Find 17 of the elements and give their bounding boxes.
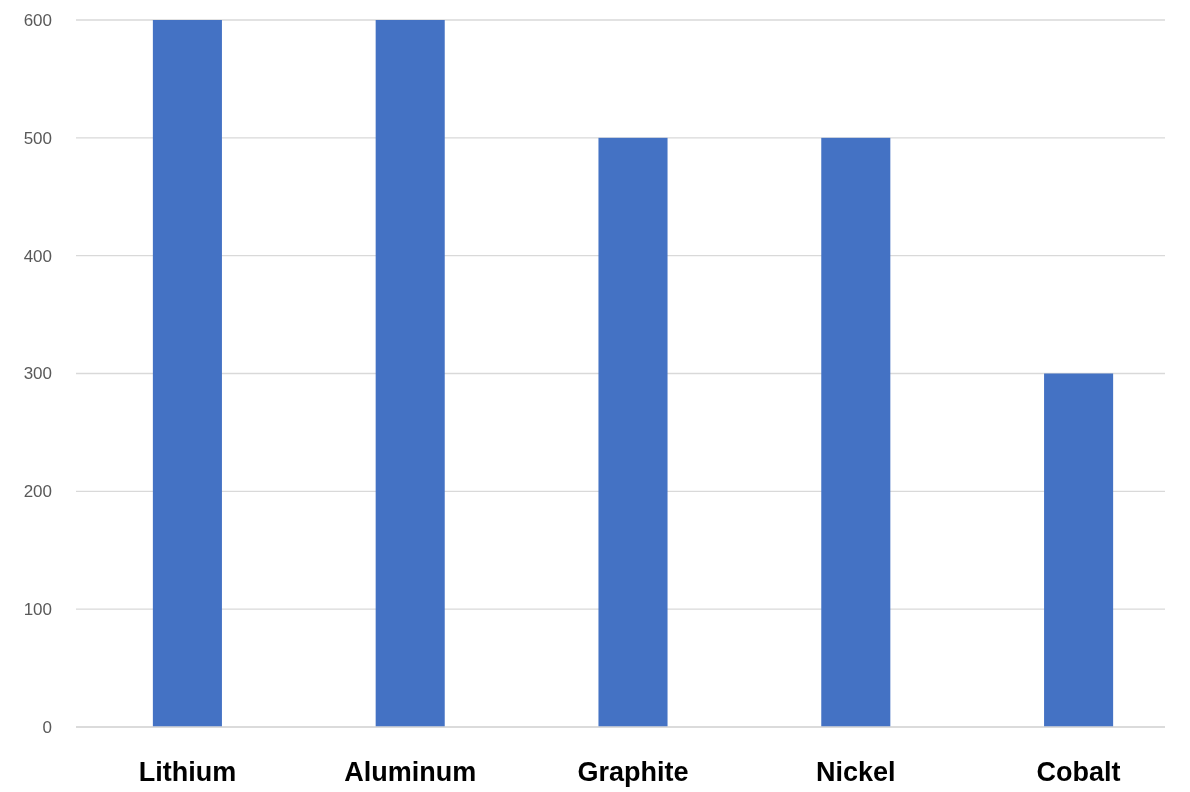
y-tick-label: 200 — [23, 482, 52, 502]
x-tick-label: Cobalt — [1036, 757, 1121, 788]
y-tick-label: 600 — [23, 10, 52, 30]
y-tick-label: 400 — [23, 246, 52, 266]
bar — [375, 20, 445, 727]
bar — [821, 137, 891, 727]
x-tick-label: Nickel — [816, 757, 896, 788]
y-tick-label: 100 — [23, 600, 52, 620]
bar — [152, 20, 222, 727]
y-tick-label: 500 — [23, 128, 52, 148]
x-tick-label: Lithium — [138, 757, 237, 788]
x-tick-label: Aluminum — [344, 757, 477, 788]
bar — [598, 137, 668, 727]
y-tick-label: 300 — [23, 364, 52, 384]
bar — [1044, 373, 1114, 727]
y-tick-label: 0 — [42, 717, 52, 737]
x-tick-label: Graphite — [577, 757, 689, 788]
